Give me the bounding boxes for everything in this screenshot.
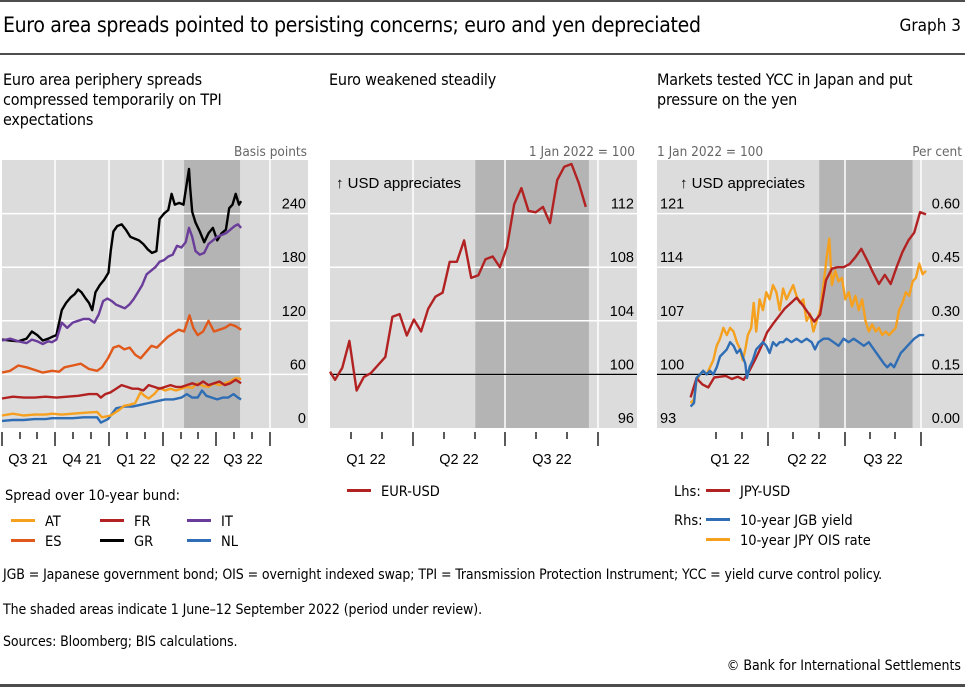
legend-item-it: IT	[187, 513, 233, 531]
legend-swatch-es	[11, 538, 35, 542]
panel2-unit-label: 1 Jan 2022 = 100	[528, 144, 635, 160]
plot-background	[657, 160, 963, 428]
y-tick-label: 60	[290, 357, 306, 373]
x-tick-label: Q2 22	[787, 452, 827, 468]
series-line-eur-usd	[328, 162, 587, 392]
x-tick-label: Q1 22	[116, 452, 156, 468]
y-tick-label: 121	[660, 197, 684, 213]
x-tick-label: Q1 22	[346, 452, 386, 468]
y-tick-label: 240	[282, 197, 306, 213]
y-tick-label: 180	[282, 250, 306, 266]
series-line-10-year-jpy-ois-rate	[689, 237, 927, 404]
x-tick-label: Q3 22	[532, 452, 572, 468]
y-tick-label-right: 0.45	[932, 250, 960, 266]
panel3-legend: Lhs: JPY-USD Rhs: 10-year JGB yield 10-yea…	[674, 483, 964, 553]
y-tick-label-right: 0.00	[932, 411, 960, 427]
y-tick-label: 114	[660, 250, 683, 266]
x-tick-label: Q3 22	[223, 452, 263, 468]
panel3-unit-left-label: 1 Jan 2022 = 100	[657, 144, 764, 160]
legend-item-jpy-usd: Lhs: JPY-USD	[674, 484, 791, 500]
chart-title: Euro area spreads pointed to persisting …	[3, 13, 701, 37]
panel2-title: Euro weakened steadily	[329, 70, 497, 89]
legend-swatch-gr	[100, 538, 124, 542]
y-tick-label: 104	[610, 304, 634, 320]
footnote-shading: The shaded areas indicate 1 June–12 Sept…	[3, 602, 482, 618]
panel1-legend: Spread over 10-year bund: AT ES FR GR IT…	[5, 487, 315, 557]
legend-item-nl: NL	[187, 533, 238, 551]
copyright: © Bank for International Settlements	[726, 658, 961, 674]
legend-swatch-jpy-usd	[706, 488, 730, 492]
legend-item-at: AT	[11, 513, 61, 531]
y-tick-label-right: 0.60	[932, 197, 960, 213]
usd-appreciates-annotation: ↑ USD appreciates	[680, 175, 805, 192]
legend-item-eur-usd: EUR-USD	[347, 483, 440, 501]
graph-number: Graph 3	[899, 16, 961, 36]
series-line-10-year-jgb-yield	[689, 333, 925, 408]
footnote-sources: Sources: Bloomberg; BIS calculations.	[3, 634, 238, 650]
x-tick-label: Q3 21	[8, 452, 48, 468]
shaded-period	[475, 160, 589, 428]
top-rule	[0, 0, 965, 2]
y-tick-label-right: 0.30	[932, 304, 960, 320]
legend-item-fr: FR	[100, 513, 151, 531]
series-line-at	[1, 376, 242, 419]
panel1-legend-title: Spread over 10-year bund:	[5, 488, 181, 504]
y-tick-label: 120	[282, 304, 306, 320]
shaded-period	[819, 160, 913, 428]
panel3-chart: Q1 22 Q2 22 Q3 22 93 100 107 114 121 0.00 0.15 0.3…	[657, 160, 963, 468]
legend-swatch-eur-usd	[347, 488, 371, 492]
bottom-rule	[0, 684, 965, 687]
legend-swatch-at	[11, 518, 35, 522]
series-line-it	[1, 223, 242, 346]
title-rule	[0, 53, 965, 55]
legend-swatch-fr	[100, 518, 124, 522]
y-tick-label: 93	[660, 411, 676, 427]
panel1-title: Euro area periphery spreads compressed t…	[3, 70, 222, 129]
panel1-chart: Q3 21 Q4 21 Q1 22 Q2 22 Q3 22 0 60 120 180 240	[1, 160, 308, 468]
y-tick-label: 107	[660, 304, 684, 320]
x-tick-label: Q1 22	[710, 452, 750, 468]
y-tick-label: 0	[298, 411, 306, 427]
panel1-unit-label: Basis points	[234, 144, 307, 160]
legend-swatch-nl	[187, 538, 211, 542]
series-line-jpy-usd	[689, 210, 927, 398]
legend-swatch-jgb-yield	[706, 517, 730, 521]
y-tick-label: 112	[611, 197, 634, 213]
x-tick-label: Q2 22	[170, 452, 210, 468]
panel3-unit-right-label: Per cent	[912, 144, 962, 160]
footnote-abbreviations: JGB = Japanese government bond; OIS = ov…	[3, 567, 883, 583]
panel3-title: Markets tested YCC in Japan and put pres…	[657, 70, 913, 109]
legend-item-gr: GR	[100, 533, 153, 551]
legend-item-jpy-ois: 10-year JPY OIS rate	[674, 532, 871, 550]
y-tick-label: 100	[660, 357, 684, 373]
series-line-nl	[1, 389, 242, 424]
x-tick-label: Q2 22	[439, 452, 479, 468]
y-tick-label: 96	[618, 411, 634, 427]
usd-appreciates-annotation: ↑ USD appreciates	[336, 175, 461, 192]
series-line-gr	[1, 167, 243, 343]
x-tick-label: Q4 21	[62, 452, 102, 468]
series-line-es	[1, 314, 242, 374]
series-line-fr	[1, 378, 242, 400]
panel2-chart: Q1 22 Q2 22 Q3 22 96 100 104 108 112 ↑ USD appre…	[328, 160, 637, 468]
y-tick-label-right: 0.15	[932, 357, 960, 373]
x-tick-label: Q3 22	[863, 452, 903, 468]
legend-swatch-jpy-ois	[706, 537, 730, 541]
legend-item-jgb-yield: Rhs: 10-year JGB yield	[674, 513, 853, 529]
y-tick-label: 108	[610, 250, 634, 266]
legend-item-es: ES	[11, 533, 62, 551]
plot-background	[2, 160, 308, 428]
legend-swatch-it	[187, 518, 211, 522]
y-tick-label: 100	[610, 357, 634, 373]
